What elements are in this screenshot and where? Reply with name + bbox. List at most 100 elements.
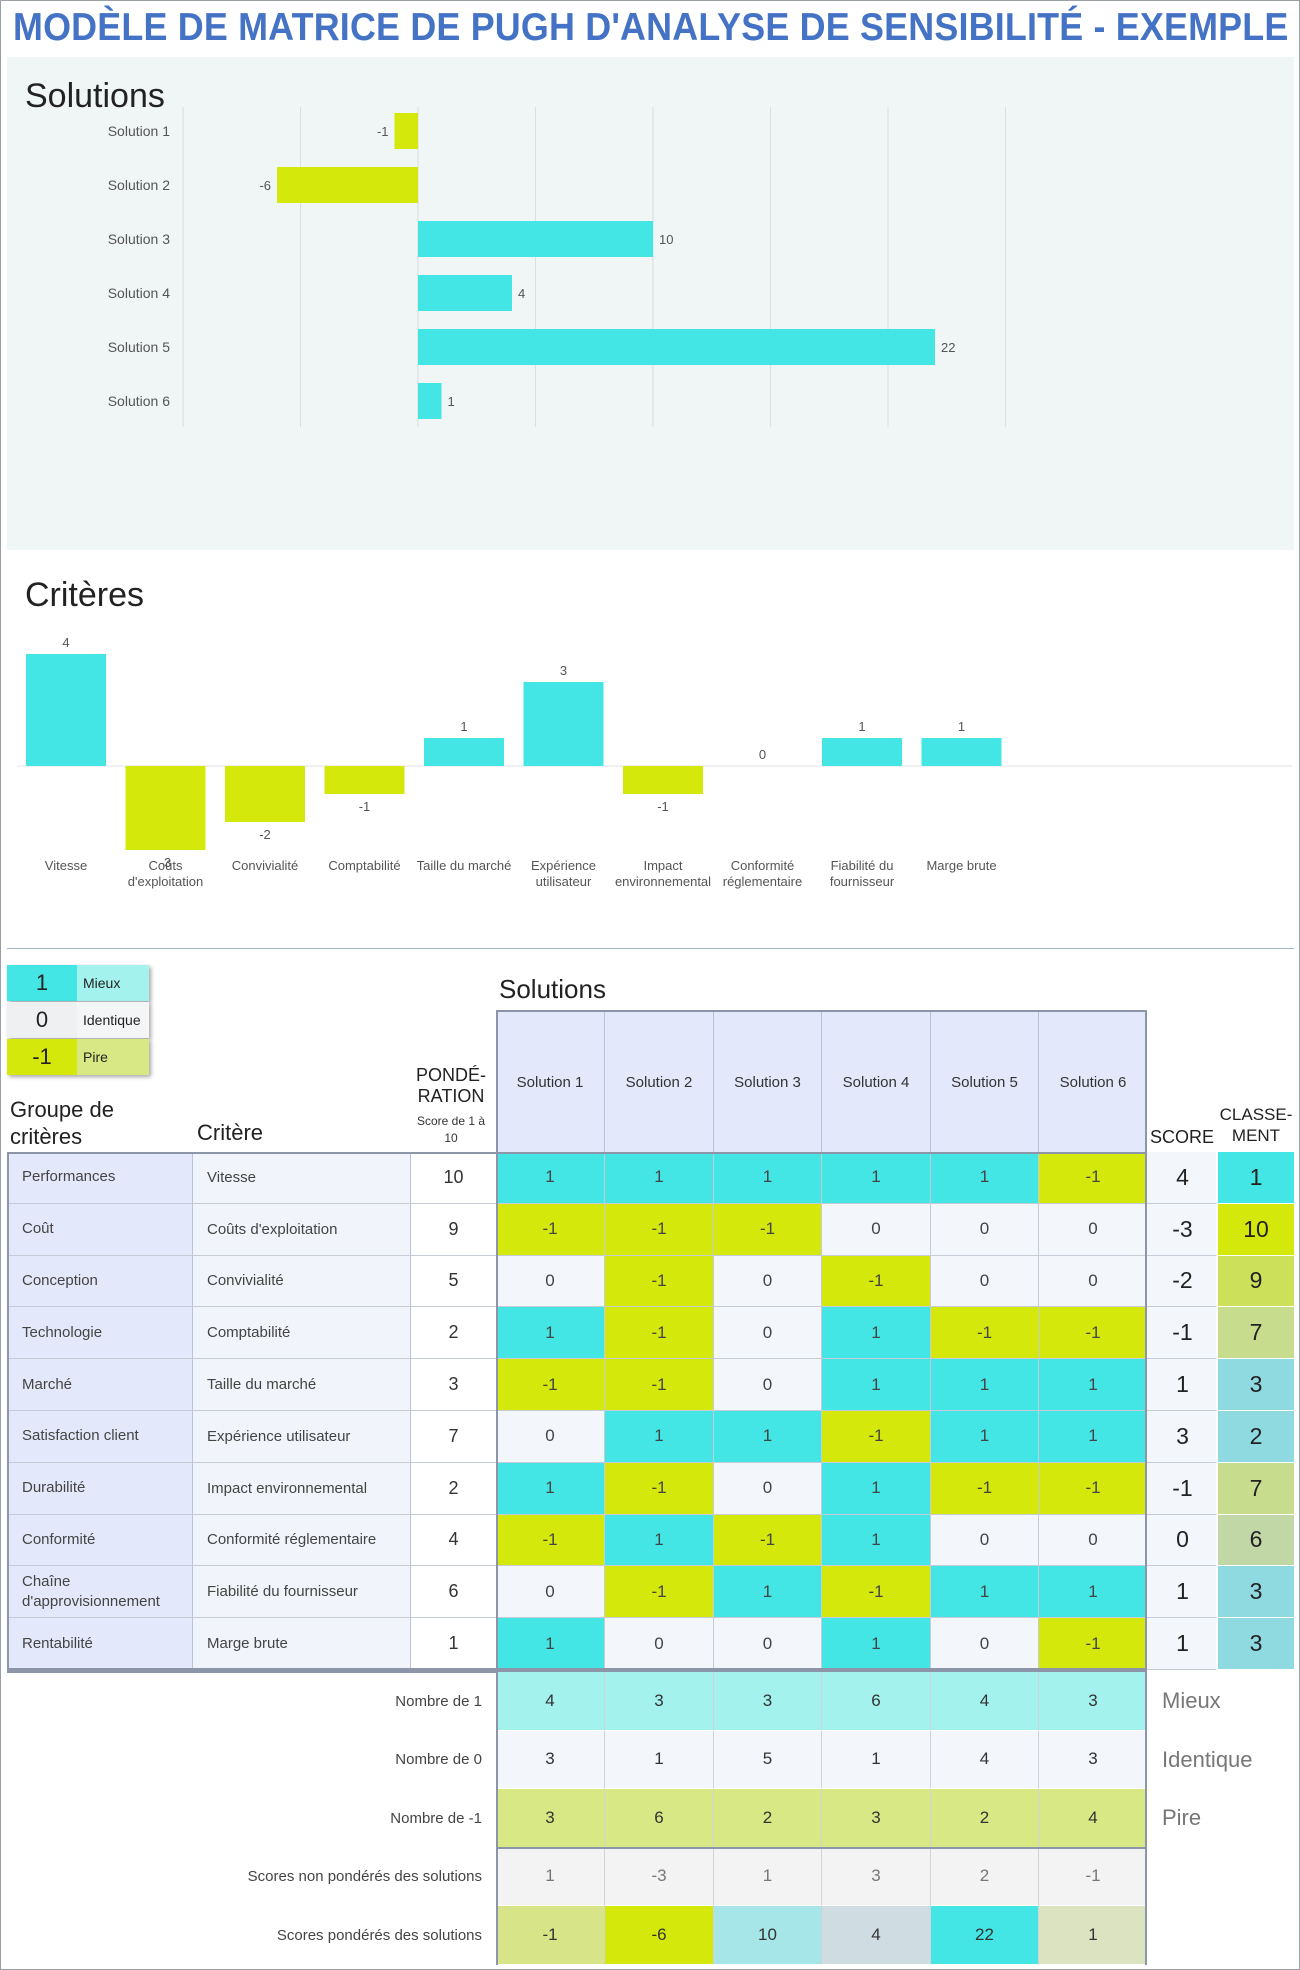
criterion-data-label: -1 — [359, 799, 371, 814]
rating-cell: 0 — [931, 1514, 1039, 1567]
criterion-cell: Impact environnemental — [193, 1462, 411, 1515]
criterion-axis-label: utilisateur — [536, 874, 592, 889]
solution-bar — [394, 113, 418, 149]
rating-cell: -1 — [822, 1255, 931, 1308]
summary-split-rule — [496, 1846, 1147, 1849]
solution-header-frame — [496, 1010, 1147, 1152]
criterion-axis-label: Taille du marché — [417, 858, 512, 873]
solution-column-header: Solution 1 — [496, 1012, 605, 1152]
criterion-data-label: 1 — [460, 719, 467, 734]
criterion-data-label: -1 — [657, 799, 669, 814]
solution-axis-label: Solution 3 — [108, 231, 170, 247]
criterion-data-label: 4 — [62, 635, 69, 650]
rating-cell: -1 — [931, 1307, 1039, 1360]
page-title: MODÈLE DE MATRICE DE PUGH D'ANALYSE DE S… — [13, 6, 1289, 49]
rating-cell: -1 — [931, 1462, 1039, 1515]
score-cell: 3 — [1147, 1411, 1218, 1463]
solution-column-header: Solution 6 — [1039, 1012, 1147, 1152]
criterion-axis-label: Comptabilité — [328, 858, 400, 873]
rating-cell: 0 — [931, 1203, 1039, 1256]
summary-tag: Identique — [1162, 1746, 1253, 1772]
criterion-axis-label: Impact — [643, 858, 682, 873]
rating-cell: -1 — [1039, 1462, 1147, 1515]
solution-data-label: 1 — [448, 394, 455, 409]
summary-cell: 4 — [931, 1672, 1039, 1731]
rank-cell: 9 — [1218, 1255, 1294, 1308]
weight-subheader: Score de 1 à 10 — [416, 1114, 486, 1145]
score-header: SCORE — [1149, 1126, 1214, 1147]
rating-cell: -1 — [605, 1359, 714, 1411]
rating-cell: 1 — [714, 1411, 822, 1463]
criterion-bar — [125, 766, 206, 850]
summary-cell: 3 — [1039, 1730, 1147, 1789]
rank-header: CLASSE-MENT — [1219, 1105, 1293, 1145]
solution-data-label: 4 — [518, 286, 525, 301]
rating-cell: 0 — [1039, 1203, 1147, 1256]
criterion-axis-label: Vitesse — [45, 858, 87, 873]
rank-cell: 3 — [1218, 1359, 1294, 1411]
solution-column-header: Solution 5 — [931, 1012, 1039, 1152]
rating-cell: 1 — [931, 1152, 1039, 1204]
summary-cell: 3 — [496, 1789, 605, 1848]
rating-cell: 0 — [1039, 1255, 1147, 1308]
solution-bar — [418, 275, 512, 311]
rating-cell: -1 — [496, 1514, 605, 1567]
solution-axis-label: Solution 6 — [108, 393, 170, 409]
rating-cell: -1 — [605, 1203, 714, 1256]
rating-cell: 1 — [822, 1618, 931, 1670]
solution-axis-label: Solution 5 — [108, 339, 170, 355]
rating-cell: 0 — [931, 1618, 1039, 1670]
criterion-cell: Comptabilité — [193, 1307, 411, 1360]
matrix-bottom-rule — [7, 1670, 1147, 1673]
legend-value: 0 — [7, 1002, 77, 1038]
solution-data-label: 22 — [941, 340, 955, 355]
rating-cell: 0 — [714, 1307, 822, 1360]
group-cell: Performances — [8, 1152, 193, 1204]
weight-cell: 7 — [411, 1411, 496, 1463]
criterion-cell: Fiabilité du fournisseur — [193, 1566, 411, 1619]
legend-value: 1 — [7, 965, 77, 1001]
solutions-chart-title: Solutions — [25, 77, 165, 115]
score-cell: 1 — [1147, 1359, 1218, 1411]
group-cell: Durabilité — [8, 1462, 193, 1515]
rating-cell: -1 — [605, 1566, 714, 1619]
legend-label: Identique — [77, 1002, 149, 1038]
rating-cell: -1 — [822, 1411, 931, 1463]
weight-cell: 10 — [411, 1152, 496, 1204]
rating-cell: 1 — [605, 1152, 714, 1204]
criterion-cell: Marge brute — [193, 1618, 411, 1670]
rank-cell: 7 — [1218, 1462, 1294, 1515]
criterion-header: Critère — [197, 1120, 264, 1145]
criterion-cell: Conformité réglementaire — [193, 1514, 411, 1567]
summary-cell: 6 — [822, 1672, 931, 1731]
rating-cell: -1 — [1039, 1152, 1147, 1204]
weight-cell: 9 — [411, 1203, 496, 1256]
criterion-data-label: -3 — [160, 855, 172, 870]
rating-cell: 1 — [605, 1411, 714, 1463]
criterion-axis-label: Marge brute — [926, 858, 996, 873]
summary-cell: -1 — [1039, 1847, 1147, 1906]
criterion-bar — [26, 654, 106, 766]
rating-cell: -1 — [714, 1514, 822, 1567]
rating-cell: 0 — [496, 1255, 605, 1308]
criterion-axis-label: Expérience — [531, 858, 596, 873]
summary-tag: Mieux — [1162, 1688, 1221, 1714]
rank-cell: 10 — [1218, 1203, 1294, 1256]
legend-item: -1 Pire — [7, 1039, 149, 1075]
rating-cell: 1 — [822, 1307, 931, 1360]
criterion-data-label: 1 — [858, 719, 865, 734]
rating-cell: -1 — [496, 1359, 605, 1411]
summary-cell: 1 — [1039, 1906, 1147, 1965]
section-divider — [7, 948, 1294, 949]
summary-cell: 3 — [822, 1847, 931, 1906]
rank-cell: 3 — [1218, 1618, 1294, 1670]
rating-cell: 0 — [496, 1411, 605, 1463]
criterion-axis-label: environnemental — [615, 874, 711, 889]
rating-cell: 0 — [714, 1255, 822, 1308]
rating-cell: 1 — [605, 1514, 714, 1567]
criterion-bar — [822, 738, 902, 766]
group-cell: Satisfaction client — [8, 1411, 193, 1463]
weight-cell: 3 — [411, 1359, 496, 1411]
rating-cell: 1 — [931, 1359, 1039, 1411]
group-cell: Technologie — [8, 1307, 193, 1360]
